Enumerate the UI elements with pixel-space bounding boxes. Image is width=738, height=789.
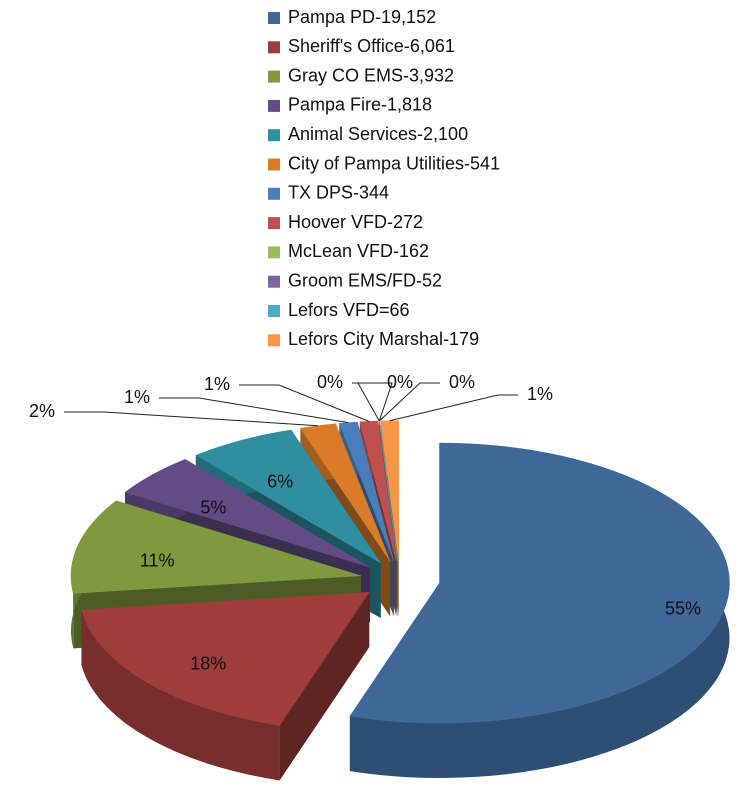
legend-label: Pampa PD-19,152 [288, 7, 436, 27]
data-label: 1% [204, 374, 230, 394]
slice-top [70, 500, 362, 594]
legend-label: TX DPS-344 [288, 183, 389, 203]
data-label: 0% [449, 372, 475, 392]
data-label: 5% [200, 497, 226, 517]
legend-swatch [268, 99, 280, 112]
data-label: 55% [665, 598, 701, 618]
legend-swatch [268, 305, 280, 317]
leader-line [239, 384, 370, 422]
data-label: 1% [124, 387, 150, 407]
slice [81, 592, 370, 781]
legend-swatch [268, 158, 280, 171]
data-label: 18% [190, 653, 226, 673]
slice-top [81, 592, 370, 726]
legend-swatch [268, 334, 280, 347]
leader-line [389, 394, 518, 422]
legend-label: Animal Services-2,100 [288, 124, 468, 144]
legend-label: Pampa Fire-1,818 [288, 95, 432, 115]
legend-label: Sheriff's Office-6,061 [288, 36, 455, 56]
legend-swatch [268, 217, 280, 230]
data-label: 6% [267, 471, 293, 491]
leader-line [159, 397, 349, 424]
slice-top [124, 459, 371, 568]
data-label: 11% [140, 551, 175, 571]
leader-line [64, 411, 318, 427]
leader-line [378, 382, 440, 422]
legend-label: Groom EMS/FD-52 [288, 270, 442, 290]
legend-swatch [268, 275, 280, 288]
legend-swatch [268, 41, 280, 54]
legend-label: City of Pampa Utilities-541 [288, 153, 500, 173]
legend-label: Hoover VFD-272 [288, 212, 423, 232]
legend-swatch [268, 187, 280, 200]
slice-top [195, 429, 381, 564]
legend-label: Lefors VFD=66 [288, 300, 410, 320]
data-label: 0% [317, 372, 343, 392]
data-label: 0% [387, 372, 413, 392]
data-label: 2% [29, 401, 55, 421]
leader-line [357, 382, 380, 422]
legend-swatch [268, 12, 280, 24]
legend-swatch [268, 129, 280, 142]
legend-swatch [268, 70, 280, 83]
legend: Pampa PD-19,152 Sheriff's Office-6,061 Gra… [268, 7, 500, 349]
legend-label: Lefors City Marshal-179 [288, 329, 479, 349]
slice-side [81, 609, 280, 781]
legend-label: McLean VFD-162 [288, 241, 429, 261]
data-label: 1% [527, 384, 553, 404]
slice-top [349, 442, 730, 724]
legend-swatch [268, 246, 280, 259]
slice [349, 442, 730, 779]
legend-label: Gray CO EMS-3,932 [288, 65, 454, 85]
